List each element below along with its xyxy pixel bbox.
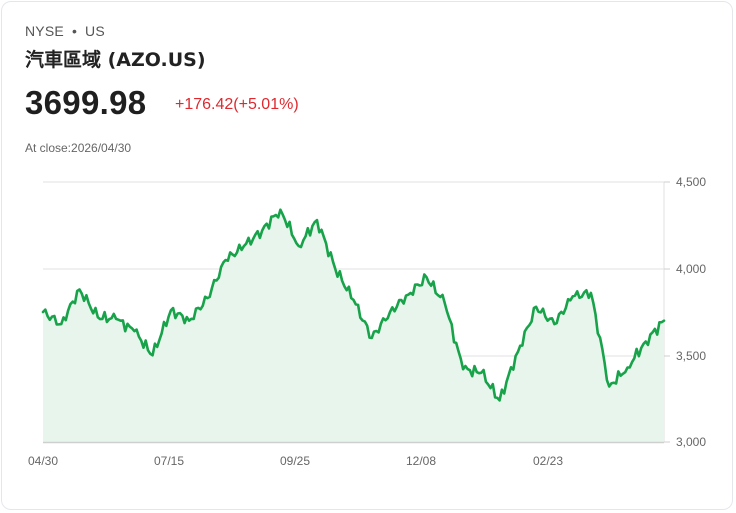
x-tick-0715: 07/15 <box>154 454 184 468</box>
x-tick-0430: 04/30 <box>28 454 58 468</box>
y-tick-4500: 4,500 <box>676 175 706 189</box>
exchange-label: NYSE <box>25 23 64 39</box>
price-area-fill <box>43 209 664 442</box>
market-label: US <box>85 23 105 39</box>
price-line <box>41 208 666 402</box>
x-tick-0223: 02/23 <box>533 454 563 468</box>
y-tick-3500: 3,500 <box>676 349 706 363</box>
y-tick-4000: 4,000 <box>676 262 706 276</box>
stock-title: 汽車區域 (AZO.US) <box>25 49 206 71</box>
x-axis-labels: 04/30 07/15 09/25 12/08 02/23 <box>28 454 563 468</box>
x-tick-0925: 09/25 <box>280 454 310 468</box>
y-tick-3000: 3,000 <box>676 435 706 449</box>
x-tick-1208: 12/08 <box>406 454 436 468</box>
y-axis-labels: 4,500 4,000 3,500 3,000 <box>676 175 706 449</box>
separator-dot: • <box>71 23 78 39</box>
current-price: 3699.98 <box>25 84 147 121</box>
price-change: +176.42(+5.01%) <box>175 96 299 113</box>
close-date: At close:2026/04/30 <box>25 141 132 155</box>
exchange-market: NYSE • US <box>25 23 105 39</box>
